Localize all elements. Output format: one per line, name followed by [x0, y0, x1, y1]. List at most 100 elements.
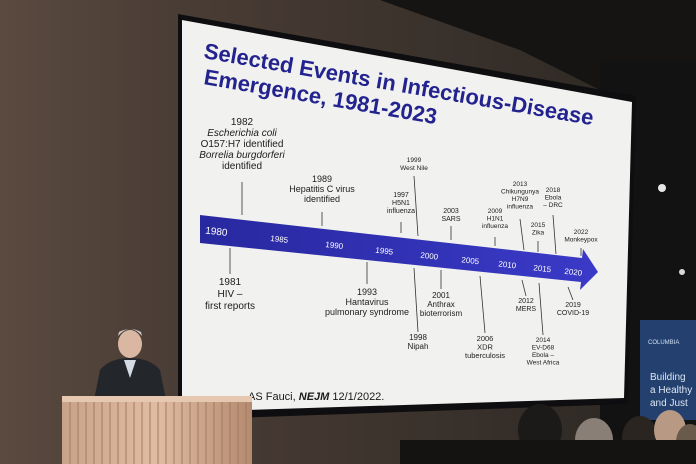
timeline-year-label: 2020 — [564, 267, 583, 278]
event-year: 1997 — [393, 192, 409, 199]
event-year: 1989 — [312, 174, 332, 184]
event-label: H7N9 — [512, 196, 529, 203]
event-label: influenza — [507, 204, 533, 211]
event-label: Anthrax — [427, 300, 455, 309]
event-label: Ebola — [545, 195, 562, 202]
timeline-year-label: 1985 — [270, 234, 289, 245]
citation-journal: NEJM — [299, 391, 330, 403]
event-label: West Nile — [400, 165, 428, 172]
timeline-year-label: 1995 — [375, 246, 394, 257]
event-year: 2014 — [536, 337, 551, 344]
banner-line1: Building — [650, 372, 686, 383]
event-connector — [521, 279, 527, 297]
podium — [62, 396, 252, 464]
event-label: H1N1 — [487, 216, 504, 223]
event-connector — [567, 286, 574, 301]
banner-line2: a Healthy — [650, 385, 692, 396]
event-label: identified — [222, 161, 262, 172]
timeline-year-label: 2000 — [420, 251, 439, 262]
event-year: 1999 — [407, 157, 422, 164]
event-year: 2019 — [565, 302, 581, 309]
timeline-year-labels: 1980 1985 1990 1995 2000 2005 2010 2015 2020 — [205, 226, 584, 278]
stage-light — [679, 269, 685, 275]
event-label: – DRC — [543, 202, 563, 209]
slide — [182, 20, 632, 412]
event-label: O157:H7 identified — [201, 139, 284, 150]
event-year: 2006 — [477, 334, 494, 343]
event-label: XDR — [477, 343, 493, 352]
event-label: first reports — [205, 301, 255, 312]
timeline-year-label: 2010 — [498, 259, 517, 270]
speaker-hair — [118, 329, 142, 336]
event-label: Nipah — [408, 342, 429, 351]
event-label: MERS — [516, 306, 537, 313]
event-connector — [479, 275, 486, 334]
event-year: 1982 — [231, 117, 254, 128]
event-label: bioterrorism — [420, 309, 463, 318]
event-label: Escherichia coli — [207, 128, 277, 139]
event-year: 2013 — [513, 181, 528, 188]
event-year: 1993 — [357, 287, 377, 297]
event-connector — [538, 282, 544, 336]
event-label: influenza — [482, 223, 508, 230]
event-year: 2001 — [432, 291, 450, 300]
event-label: Zika — [532, 230, 545, 237]
event-year: 1998 — [409, 333, 427, 342]
citation-author: AS Fauci, — [248, 391, 299, 403]
event-label: Ebola – — [532, 352, 554, 359]
event-connector — [519, 218, 525, 251]
event-label: SARS — [441, 216, 460, 223]
stage-light — [658, 184, 666, 192]
audience — [400, 404, 696, 464]
event-label: H5N1 — [392, 200, 410, 207]
timeline-year-label: 1980 — [205, 226, 229, 239]
event-year: 2009 — [488, 208, 503, 215]
event-label: pulmonary syndrome — [325, 307, 409, 317]
citation-date: 12/1/2022. — [329, 391, 384, 403]
event-label: influenza — [387, 208, 415, 215]
event-label: EV-D68 — [532, 345, 555, 352]
event-year: 2015 — [531, 222, 546, 229]
event-year: 1981 — [219, 277, 242, 288]
timeline-year-label: 2015 — [533, 263, 552, 274]
banner-line3: and Just — [650, 398, 688, 409]
banner-logo: COLUMBIA — [648, 340, 679, 346]
event-label: Monkeypox — [564, 237, 598, 244]
event-year: 2003 — [443, 208, 459, 215]
event-year: 2022 — [574, 229, 589, 236]
event-label: Hantavirus — [345, 297, 389, 307]
event-year: 2018 — [546, 187, 561, 194]
speaker-suit — [94, 358, 166, 400]
event-label: identified — [304, 194, 340, 204]
event-year: 2012 — [518, 298, 534, 305]
timeline-arrow — [200, 215, 598, 290]
timeline-year-label: 2005 — [461, 255, 480, 266]
event-label: West Africa — [527, 360, 560, 367]
event-connectors — [229, 175, 582, 336]
event-label: Hepatitis C virus — [289, 184, 355, 194]
speaker — [94, 329, 166, 400]
speaker-shirt — [124, 360, 136, 378]
event-label: Chikungunya — [501, 189, 539, 196]
speaker-head — [118, 330, 142, 358]
slide-citation: AS Fauci, NEJM 12/1/2022. — [248, 391, 384, 403]
event-label: HIV – — [217, 289, 242, 300]
